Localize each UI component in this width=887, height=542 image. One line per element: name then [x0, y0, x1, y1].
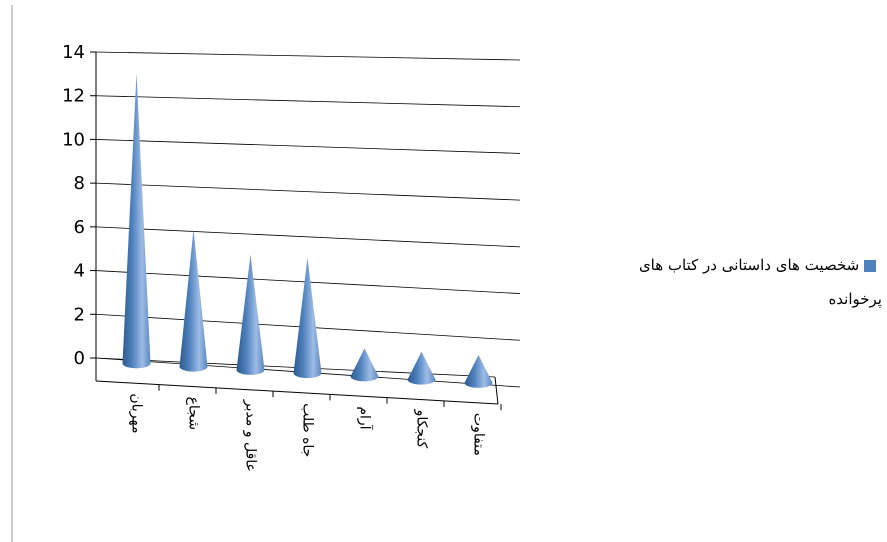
- cone-body: [408, 352, 436, 385]
- gridline: [96, 139, 520, 153]
- x-tick-label: کنجکاو: [414, 409, 430, 449]
- gridline: [96, 183, 520, 200]
- cone-body: [294, 258, 322, 378]
- legend-label: شخصیت های داستانی در کتاب های پرخوانده: [639, 256, 882, 308]
- gridline: [96, 96, 520, 107]
- y-tick-label: 12: [62, 86, 85, 107]
- gridline: [96, 227, 520, 247]
- x-tick-label: شجاع: [186, 397, 202, 430]
- y-tick-label: 14: [62, 42, 85, 63]
- x-tick-label: مهربان: [129, 393, 145, 433]
- y-tick-label: 6: [74, 217, 85, 238]
- cone-body: [351, 349, 379, 382]
- cone-mark: [237, 255, 265, 375]
- floor-right-edge: [495, 377, 498, 404]
- y-tick-label: 2: [74, 304, 85, 325]
- y-tick-label: 4: [74, 261, 85, 282]
- cone-body: [465, 355, 493, 388]
- y-axis-ticks: 0 2 4 6 8 10 12 14: [62, 42, 96, 369]
- gridline: [96, 52, 520, 60]
- cone-body: [180, 229, 208, 371]
- x-axis-line: [96, 381, 498, 404]
- cone-mark: [351, 349, 379, 382]
- cone-mark: [294, 258, 322, 378]
- x-tick-label: متفاوت: [471, 413, 487, 456]
- cone-mark: [408, 352, 436, 385]
- y-tick-label: 8: [74, 173, 85, 194]
- cone-body: [237, 255, 265, 375]
- y-tick-label: 0: [74, 348, 85, 369]
- x-axis-labels: مهربان شجاع عاقل و مدبر جاه طلب آرام کنجکاو مت…: [129, 385, 502, 472]
- x-tick-label: آرام: [357, 406, 374, 430]
- x-tick-label: عاقل و مدبر: [243, 399, 259, 472]
- x-tick-label: جاه طلب: [300, 403, 316, 457]
- cone-body: [123, 73, 151, 368]
- cone-mark: [123, 73, 151, 368]
- cone-mark: [465, 355, 493, 388]
- y-tick-label: 10: [62, 129, 85, 150]
- legend: شخصیت های داستانی در کتاب های پرخوانده: [592, 248, 882, 316]
- legend-swatch: [864, 260, 876, 272]
- cone-mark: [180, 229, 208, 371]
